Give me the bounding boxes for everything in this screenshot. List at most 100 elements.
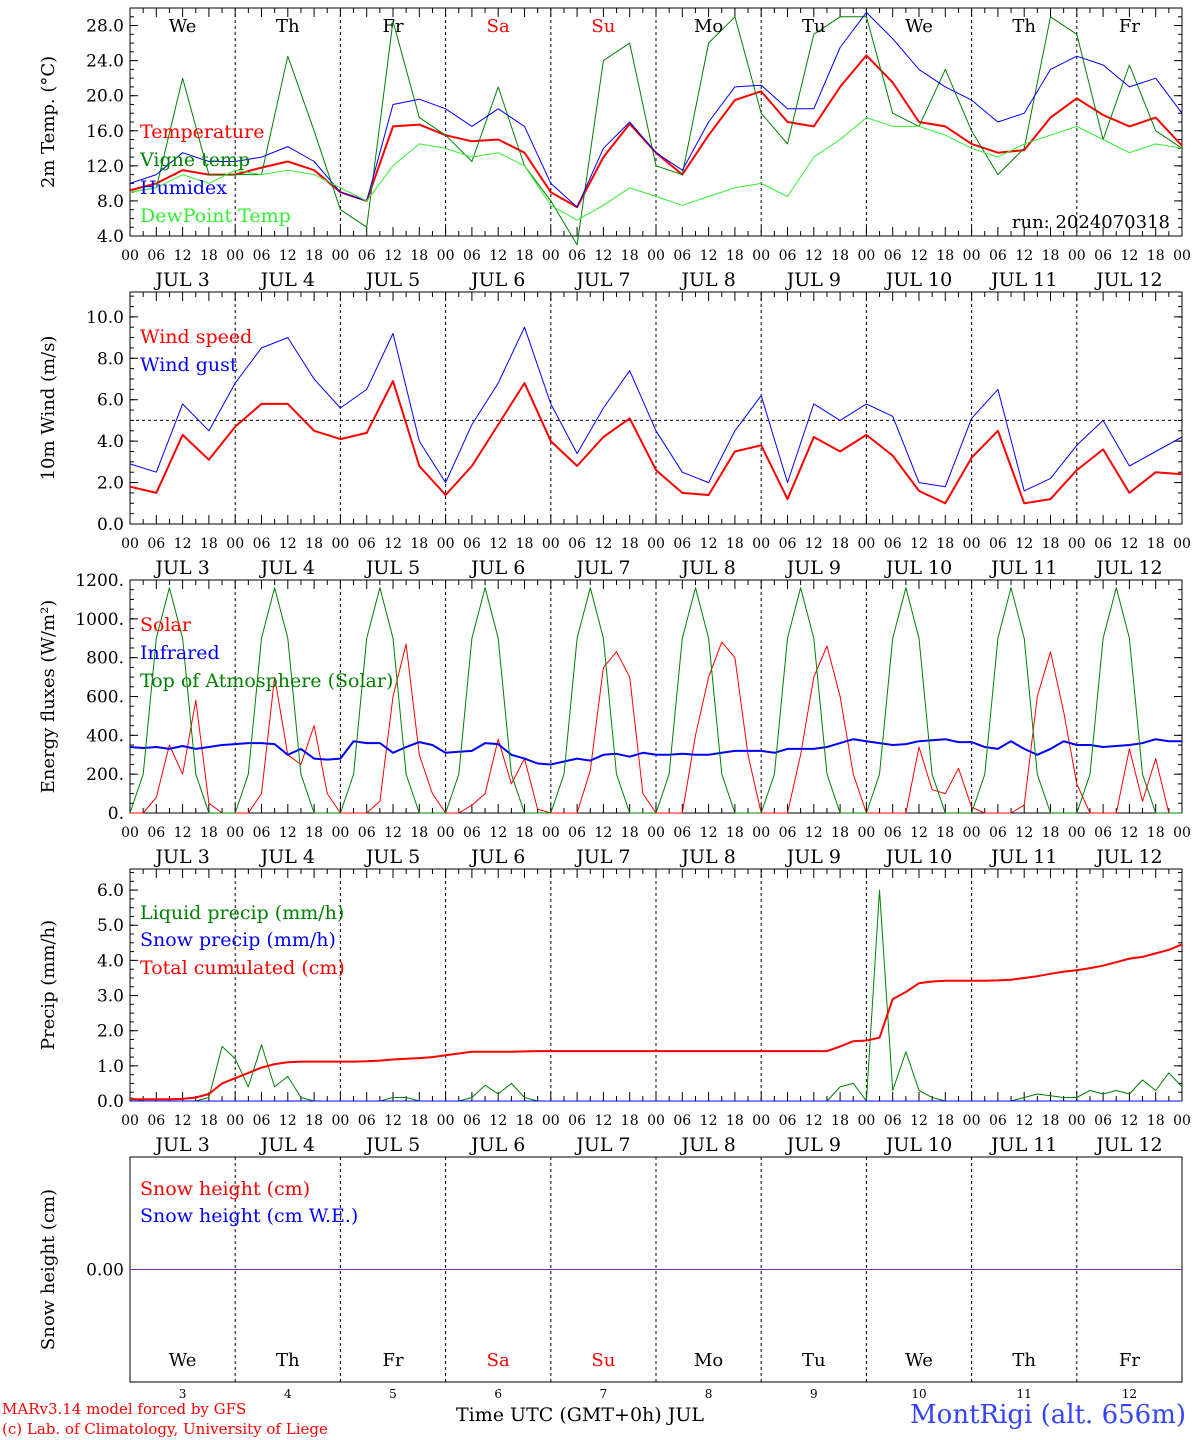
hour-tick-label: 00 bbox=[542, 825, 560, 841]
legend-entry: Temperature bbox=[140, 121, 264, 143]
y-tick-label: 6.0 bbox=[97, 391, 124, 411]
series-line-humidex bbox=[129, 11, 1183, 208]
hour-tick-label: 06 bbox=[568, 825, 586, 841]
legend-entry: Snow precip (mm/h) bbox=[140, 929, 336, 951]
hour-tick-label: 00 bbox=[121, 825, 139, 841]
y-tick-label: 2.0 bbox=[97, 474, 124, 494]
y-tick-label: 200. bbox=[86, 765, 124, 785]
date-label: JUL 11 bbox=[989, 269, 1057, 291]
weekday-label: Tu bbox=[802, 1350, 826, 1371]
hour-tick-label: 18 bbox=[410, 1113, 428, 1129]
y-tick-label: 24.0 bbox=[86, 52, 124, 72]
hour-tick-label: 12 bbox=[805, 248, 823, 264]
date-label: JUL 4 bbox=[259, 269, 315, 291]
hour-tick-label: 06 bbox=[779, 1113, 797, 1129]
y-tick-label: 5.0 bbox=[97, 916, 124, 936]
hour-tick-label: 00 bbox=[647, 1113, 665, 1129]
hour-tick-label: 00 bbox=[963, 1113, 981, 1129]
date-label: JUL 7 bbox=[574, 557, 630, 579]
date-label: JUL 5 bbox=[364, 557, 420, 579]
hour-tick-label: 12 bbox=[1015, 248, 1033, 264]
hour-tick-label: 00 bbox=[647, 248, 665, 264]
hour-tick-label: 12 bbox=[384, 825, 402, 841]
model-credit: MARv3.14 model forced by GFS bbox=[2, 1400, 247, 1418]
series-line-wind-speed bbox=[129, 380, 1183, 505]
station-title: MontRigi (alt. 656m) bbox=[910, 1400, 1186, 1430]
hour-tick-label: 06 bbox=[358, 536, 376, 552]
hour-tick-label: 06 bbox=[779, 248, 797, 264]
series-line-total-cumulated-cm- bbox=[130, 943, 1183, 1101]
hour-tick-label: 00 bbox=[857, 536, 875, 552]
y-tick-label: 8.0 bbox=[97, 192, 124, 212]
panel-5 bbox=[129, 1156, 1183, 1383]
hour-tick-label: 00 bbox=[857, 1113, 875, 1129]
hour-tick-label: 12 bbox=[805, 536, 823, 552]
hour-tick-label: 18 bbox=[831, 1113, 849, 1129]
date-label: JUL 8 bbox=[679, 846, 735, 868]
hour-tick-label: 18 bbox=[1042, 536, 1060, 552]
hour-tick-label: 06 bbox=[1094, 1113, 1112, 1129]
hour-tick-label: 00 bbox=[647, 825, 665, 841]
hour-tick-label: 06 bbox=[1094, 825, 1112, 841]
hour-tick-label: 12 bbox=[910, 825, 928, 841]
y-tick-label: 3.0 bbox=[97, 987, 124, 1007]
date-label: JUL 6 bbox=[469, 269, 525, 291]
y-tick-label: 4.0 bbox=[97, 227, 124, 247]
date-label: JUL 3 bbox=[153, 1134, 209, 1156]
hour-tick-label: 12 bbox=[700, 825, 718, 841]
hour-tick-label: 12 bbox=[1120, 536, 1138, 552]
hour-tick-label: 06 bbox=[147, 1113, 165, 1129]
hour-tick-label: 18 bbox=[726, 536, 744, 552]
weekday-label: We bbox=[905, 1350, 933, 1371]
date-label: JUL 11 bbox=[989, 846, 1057, 868]
weekday-label: Th bbox=[276, 16, 300, 37]
y-tick-label: 10.0 bbox=[86, 308, 124, 328]
date-label: JUL 9 bbox=[785, 846, 841, 868]
legend-entry: DewPoint Temp bbox=[140, 205, 291, 227]
day-number-label: 11 bbox=[1017, 1387, 1032, 1401]
date-label: JUL 12 bbox=[1094, 1134, 1162, 1156]
y-tick-label: 0. bbox=[108, 804, 124, 824]
date-label: JUL 3 bbox=[153, 269, 209, 291]
series-line-infrared bbox=[129, 738, 1182, 766]
y-tick-label: 400. bbox=[86, 726, 124, 746]
panel-4 bbox=[129, 868, 1183, 1102]
hour-tick-label: 00 bbox=[1173, 825, 1191, 841]
weekday-label: Th bbox=[276, 1350, 300, 1371]
hour-tick-label: 18 bbox=[200, 1113, 218, 1129]
date-label: JUL 9 bbox=[785, 1134, 841, 1156]
hour-tick-label: 18 bbox=[410, 536, 428, 552]
hour-tick-label: 12 bbox=[594, 248, 612, 264]
y-tick-label: 4.0 bbox=[97, 951, 124, 971]
weekday-label: Fr bbox=[382, 16, 403, 37]
hour-tick-label: 12 bbox=[174, 1113, 192, 1129]
hour-tick-label: 18 bbox=[410, 825, 428, 841]
hour-tick-label: 18 bbox=[200, 825, 218, 841]
date-label: JUL 6 bbox=[469, 557, 525, 579]
weekday-label: Th bbox=[1012, 16, 1036, 37]
date-label: JUL 5 bbox=[364, 846, 420, 868]
y-tick-label: 600. bbox=[86, 688, 124, 708]
day-number-label: 8 bbox=[705, 1387, 713, 1401]
hour-tick-label: 06 bbox=[673, 536, 691, 552]
hour-tick-label: 18 bbox=[621, 825, 639, 841]
date-label: JUL 7 bbox=[574, 846, 630, 868]
date-label: JUL 8 bbox=[679, 557, 735, 579]
day-number-label: 6 bbox=[494, 1387, 502, 1401]
hour-tick-label: 12 bbox=[279, 248, 297, 264]
hour-tick-label: 00 bbox=[1068, 1113, 1086, 1129]
date-label: JUL 11 bbox=[989, 557, 1057, 579]
hour-tick-label: 00 bbox=[1173, 248, 1191, 264]
date-label: JUL 8 bbox=[679, 1134, 735, 1156]
legend-entry: Humidex bbox=[140, 177, 227, 199]
hour-tick-label: 18 bbox=[726, 248, 744, 264]
y-tick-label: 1200. bbox=[75, 571, 124, 591]
hour-tick-label: 00 bbox=[121, 1113, 139, 1129]
day-number-label: 5 bbox=[389, 1387, 397, 1401]
series-line-dewpoint-temp bbox=[129, 117, 1183, 221]
y-tick-label: 28.0 bbox=[86, 17, 124, 37]
y-tick-label: 12.0 bbox=[86, 157, 124, 177]
legend-entry: Infrared bbox=[140, 642, 220, 664]
hour-tick-label: 06 bbox=[989, 536, 1007, 552]
hour-tick-label: 00 bbox=[226, 1113, 244, 1129]
